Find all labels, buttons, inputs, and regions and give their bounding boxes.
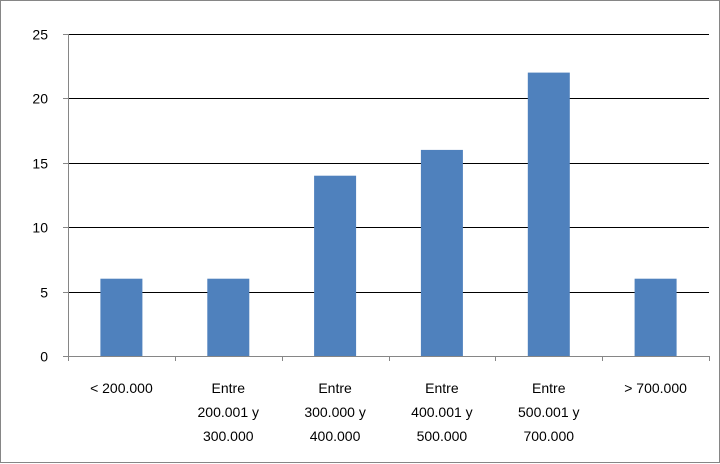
y-tick-label: 20	[32, 91, 48, 107]
x-tick-label: Entre 500.001 y 700.000	[518, 380, 580, 444]
bar	[314, 175, 357, 356]
axes	[63, 34, 710, 361]
x-tick-label: Entre 400.001 y 500.000	[411, 380, 473, 444]
bar	[634, 278, 677, 356]
gridlines	[68, 34, 709, 293]
x-tick-label: Entre 300.000 y 400.000	[304, 380, 366, 444]
y-tick-label: 15	[32, 156, 48, 172]
bar	[527, 72, 570, 356]
y-tick-label: 0	[40, 349, 48, 365]
bar	[100, 278, 143, 356]
x-tick-label: < 200.000	[90, 380, 153, 396]
bar	[420, 149, 463, 356]
y-tick-labels: 0 5 10 15 20 25	[32, 27, 48, 365]
y-tick-label: 25	[32, 27, 48, 43]
y-tick-label: 5	[40, 285, 48, 301]
y-tick-label: 10	[32, 220, 48, 236]
x-tick-label: > 700.000	[624, 380, 687, 396]
bars	[100, 72, 677, 356]
bar	[207, 278, 250, 356]
x-tick-labels: < 200.000 Entre 200.001 y 300.000 Entre 300.0…	[90, 380, 687, 444]
x-tick-label: Entre 200.001 y 300.000	[198, 380, 260, 444]
